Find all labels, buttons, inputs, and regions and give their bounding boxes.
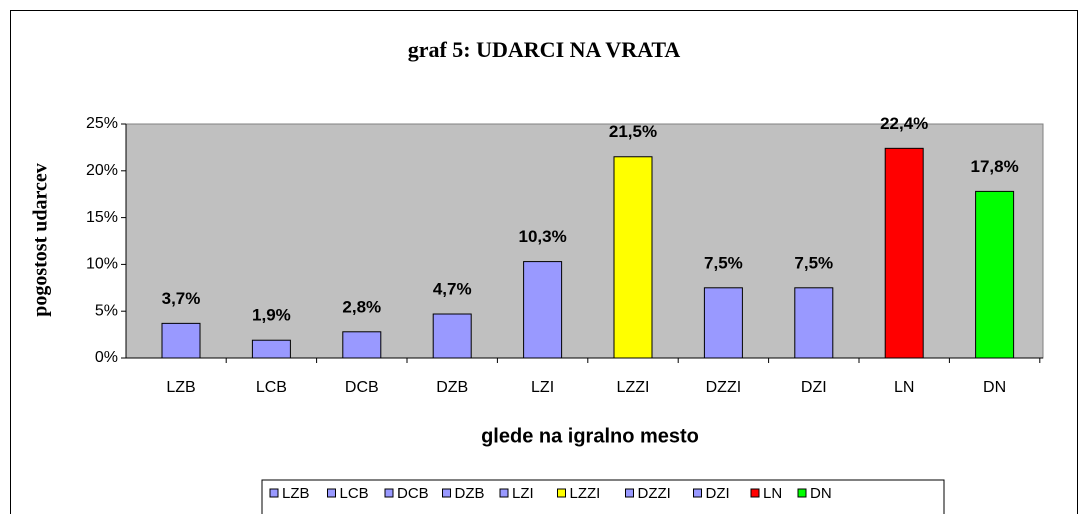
x-axis-label: glede na igralno mesto [481, 425, 699, 447]
value-label: 10,3% [518, 227, 566, 246]
y-tick-label: 20% [86, 162, 118, 179]
y-tick-label: 5% [95, 302, 118, 319]
value-label: 1,9% [252, 306, 291, 325]
x-tick-label: DZI [801, 379, 827, 396]
legend-label: LN [763, 485, 782, 502]
legend-label: LZB [282, 485, 310, 502]
legend-label: LZI [512, 485, 534, 502]
value-label: 22,4% [880, 114, 928, 133]
bar [432, 313, 472, 359]
x-tick-label: LZB [166, 379, 195, 396]
legend-label: DZB [455, 485, 485, 502]
bar [884, 147, 924, 359]
y-tick-label: 15% [86, 209, 118, 226]
x-tick-label: DZB [436, 379, 468, 396]
chart-title: graf 5: UDARCI NA VRATA [408, 37, 681, 62]
legend-swatch [499, 488, 509, 498]
x-tick-label: LZI [531, 379, 554, 396]
x-tick-label: LN [894, 379, 914, 396]
legend-swatch [269, 488, 279, 498]
legend-label: DZI [706, 485, 730, 502]
y-axis-label: pogostost udarcev [30, 163, 52, 317]
x-tick-label: DN [983, 379, 1006, 396]
legend-swatch [797, 488, 807, 498]
x-tick-label: LZZI [617, 379, 650, 396]
legend-label: LCB [340, 485, 369, 502]
legend-swatch [557, 488, 566, 498]
legend-label: DCB [397, 485, 429, 502]
x-tick-label: LCB [256, 379, 287, 396]
bar [975, 190, 1015, 359]
bar [703, 287, 743, 359]
legend-swatch [327, 488, 336, 498]
value-label: 3,7% [162, 289, 201, 308]
legend-box [261, 479, 945, 514]
bar [342, 331, 382, 359]
legend-swatch [442, 488, 451, 498]
bar [613, 156, 653, 359]
x-tick-label: DCB [345, 379, 379, 396]
legend-label: LZZI [570, 485, 601, 502]
y-tick-label: 10% [86, 256, 118, 273]
value-label: 7,5% [704, 253, 743, 272]
legend-swatch [750, 488, 760, 498]
bar [794, 287, 834, 359]
value-label: 17,8% [970, 157, 1018, 176]
legend-swatch [384, 488, 394, 498]
bar [251, 339, 291, 359]
value-label: 4,7% [433, 279, 472, 298]
y-tick-label: 25% [86, 115, 118, 132]
legend-label: DN [810, 485, 832, 502]
y-tick-label: 0% [95, 349, 118, 366]
x-tick-label: DZZI [706, 379, 742, 396]
value-label: 2,8% [342, 297, 381, 316]
value-label: 7,5% [794, 253, 833, 272]
legend-swatch [625, 488, 634, 498]
value-label: 21,5% [609, 122, 657, 141]
legend-label: DZZI [638, 485, 671, 502]
bar [161, 322, 201, 359]
bar [523, 261, 563, 359]
legend-swatch [693, 488, 702, 498]
